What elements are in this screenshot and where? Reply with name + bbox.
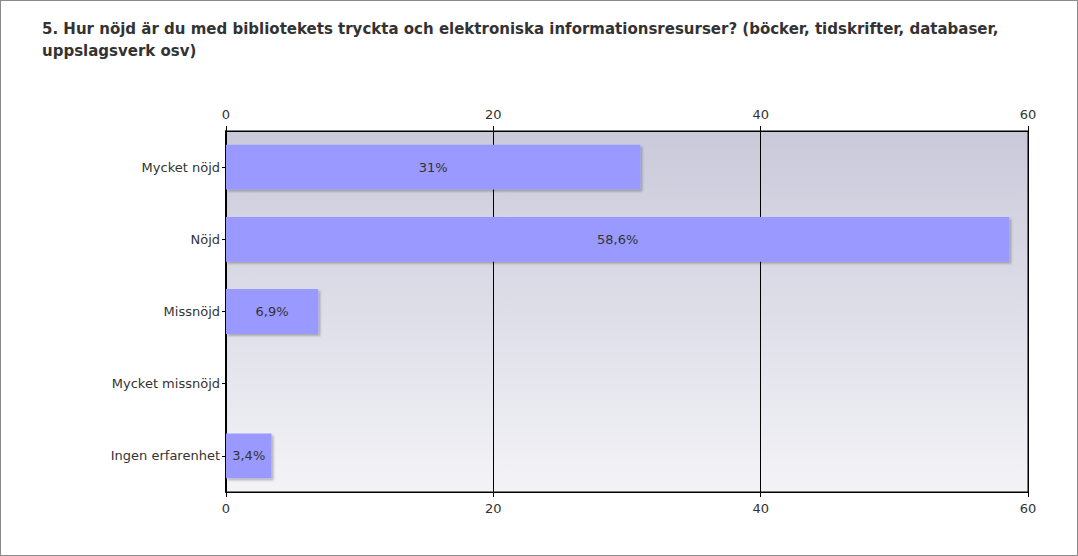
svg-text:0: 0 <box>222 107 230 122</box>
svg-text:Ingen erfarenhet: Ingen erfarenhet <box>111 448 220 463</box>
svg-text:Mycket nöjd: Mycket nöjd <box>142 160 220 175</box>
svg-text:31%: 31% <box>419 160 448 175</box>
svg-text:20: 20 <box>485 107 502 122</box>
svg-text:60: 60 <box>1020 107 1037 122</box>
svg-text:6,9%: 6,9% <box>256 304 289 319</box>
svg-text:0: 0 <box>222 501 230 516</box>
svg-text:20: 20 <box>485 501 502 516</box>
svg-text:uppslagsverk osv): uppslagsverk osv) <box>42 42 196 60</box>
svg-text:60: 60 <box>1020 501 1037 516</box>
svg-text:58,6%: 58,6% <box>597 232 638 247</box>
svg-text:5. Hur nöjd är du med bibliote: 5. Hur nöjd är du med bibliotekets tryck… <box>42 20 1004 38</box>
svg-text:Nöjd: Nöjd <box>190 232 220 247</box>
svg-text:40: 40 <box>752 107 769 122</box>
svg-text:3,4%: 3,4% <box>232 448 265 463</box>
svg-text:40: 40 <box>752 501 769 516</box>
svg-text:Mycket missnöjd: Mycket missnöjd <box>112 376 220 391</box>
svg-text:Missnöjd: Missnöjd <box>164 304 220 319</box>
